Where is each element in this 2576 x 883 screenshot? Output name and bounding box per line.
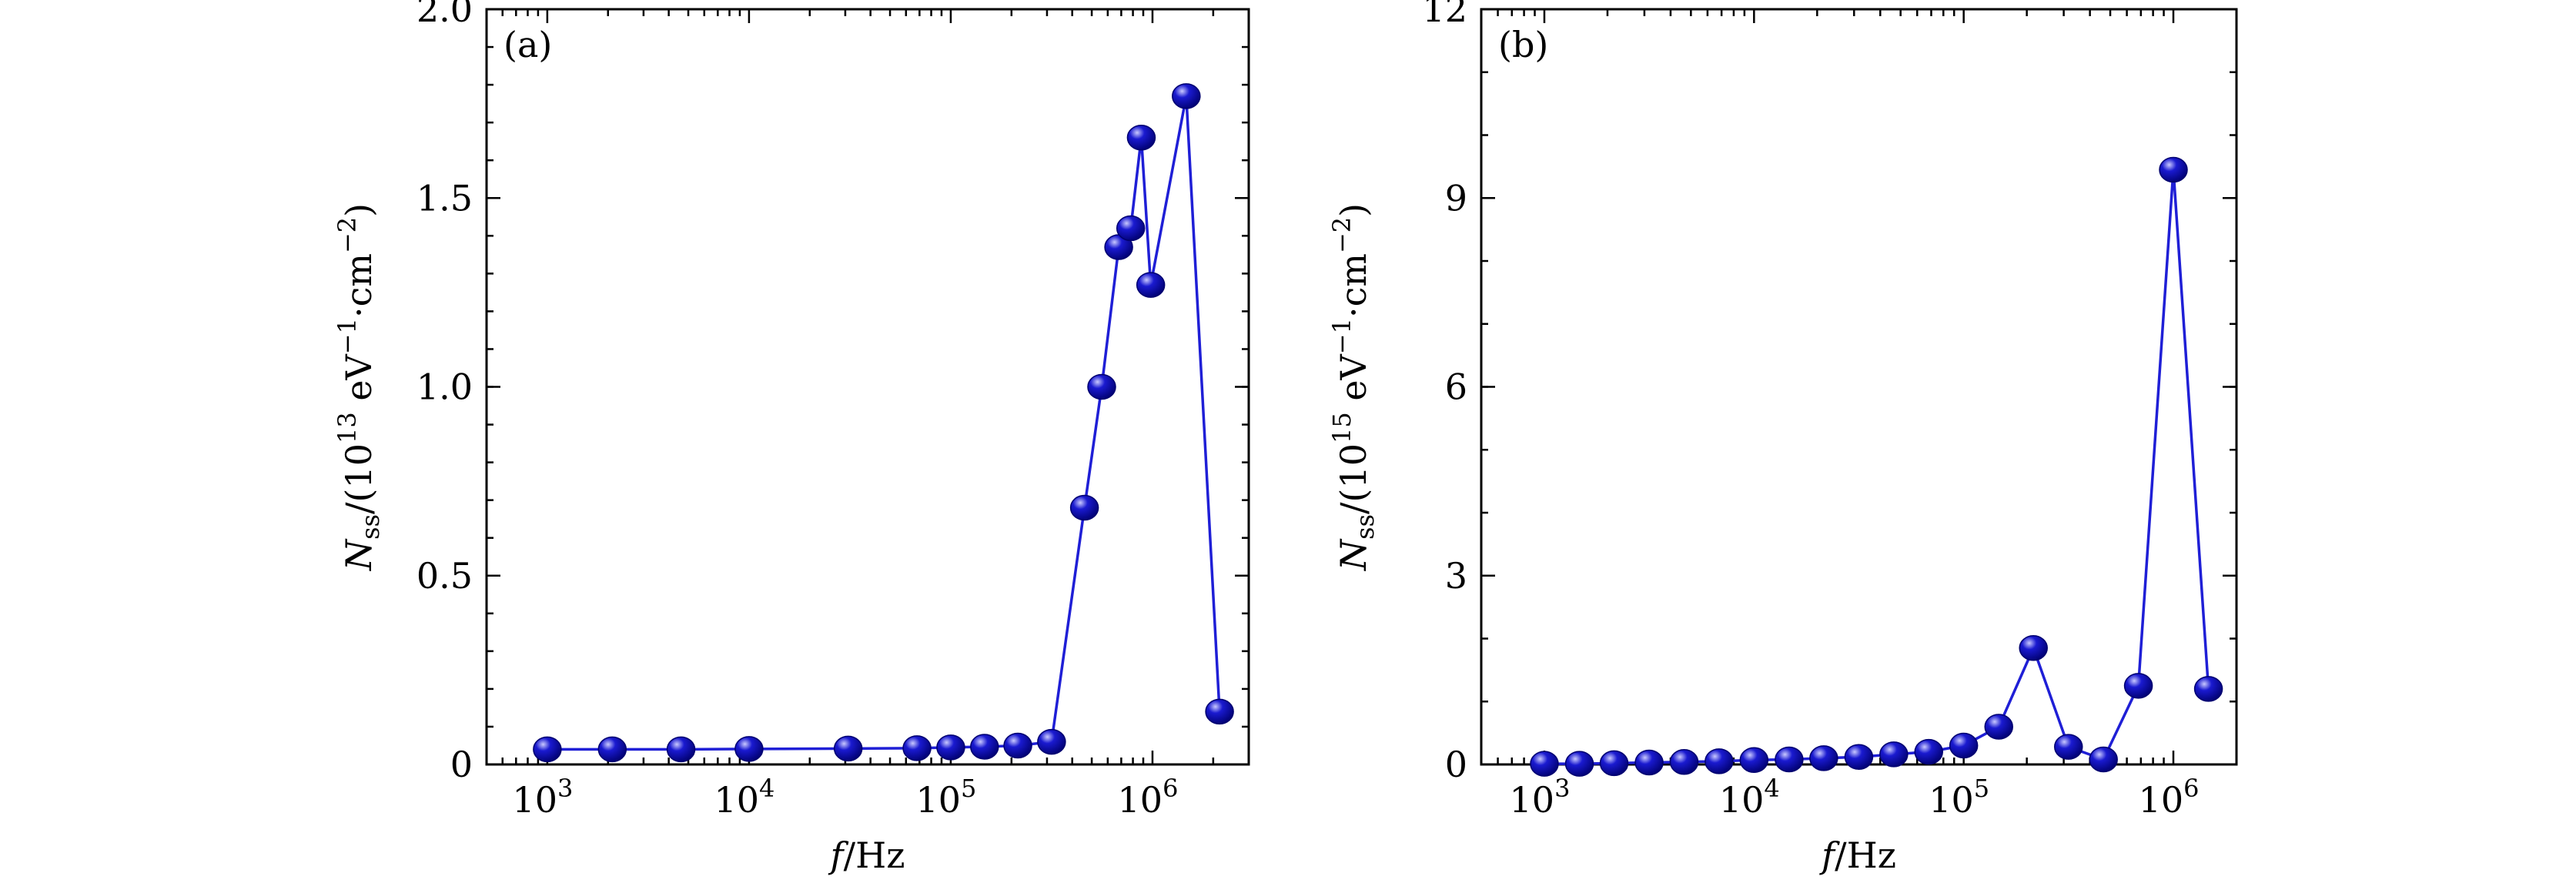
data-point bbox=[1775, 746, 1804, 773]
x-tick-label: 104 bbox=[1719, 774, 1780, 821]
x-axis-title: f/Hz bbox=[1819, 835, 1896, 876]
x-tick-label: 105 bbox=[915, 774, 976, 821]
data-point bbox=[1116, 215, 1146, 242]
series-line bbox=[547, 95, 1221, 751]
data-point bbox=[1205, 698, 1234, 725]
panel-label: (b) bbox=[1498, 24, 1548, 65]
x-tick-label: 105 bbox=[1929, 774, 1989, 821]
data-point bbox=[1136, 272, 1166, 298]
data-point bbox=[1037, 728, 1066, 755]
x-tick-label: 106 bbox=[1118, 774, 1179, 821]
y-tick-label: 0.5 bbox=[417, 555, 473, 597]
data-point bbox=[1914, 738, 1943, 765]
data-point bbox=[970, 734, 999, 760]
y-tick-label: 9 bbox=[1445, 177, 1467, 219]
chart-panel-1: 0 3 6 9 12 103 104 105 106 (b) f/Hz Nss/(1015 eV−1·… bbox=[1327, 0, 2238, 876]
data-point bbox=[1984, 714, 2013, 740]
data-point bbox=[734, 736, 764, 762]
data-point bbox=[2193, 676, 2223, 702]
data-point bbox=[1172, 83, 1201, 109]
data-point bbox=[2089, 746, 2118, 773]
data-point bbox=[1126, 125, 1156, 151]
panel-label: (a) bbox=[503, 24, 552, 65]
y-axis-title: Nss/(1013 eV−1·cm−2) bbox=[333, 203, 385, 571]
x-tick-label: 103 bbox=[1510, 774, 1571, 821]
data-point bbox=[1844, 744, 1874, 770]
data-point bbox=[1879, 741, 1909, 768]
x-tick-label: 103 bbox=[512, 774, 573, 821]
data-point bbox=[533, 736, 562, 763]
data-point bbox=[1003, 732, 1032, 759]
data-point bbox=[2054, 734, 2083, 760]
y-tick-label: 0 bbox=[450, 744, 473, 785]
series-line bbox=[1544, 169, 2210, 765]
y-tick-label: 12 bbox=[1422, 0, 1467, 30]
x-axis-title: f/Hz bbox=[828, 835, 905, 876]
data-point bbox=[902, 735, 932, 761]
data-point bbox=[2159, 156, 2188, 183]
data-point bbox=[1634, 749, 1664, 776]
y-tick-label: 1.0 bbox=[417, 366, 473, 408]
data-point bbox=[1669, 748, 1699, 775]
data-point bbox=[2123, 673, 2153, 699]
y-tick-label: 0 bbox=[1445, 744, 1467, 785]
y-tick-label: 1.5 bbox=[417, 177, 473, 219]
data-point bbox=[597, 736, 627, 763]
x-tick-label: 104 bbox=[714, 774, 774, 821]
data-point bbox=[1739, 747, 1769, 774]
plot-frame bbox=[485, 8, 1250, 766]
data-point bbox=[1564, 751, 1594, 777]
x-tick-label: 106 bbox=[2139, 774, 2200, 821]
data-point bbox=[1087, 373, 1116, 400]
data-point bbox=[936, 734, 965, 761]
plot-frame bbox=[1480, 8, 2238, 766]
data-point bbox=[1530, 751, 1559, 777]
data-point bbox=[2019, 635, 2048, 661]
y-tick-label: 2.0 bbox=[417, 0, 473, 30]
data-point bbox=[833, 735, 863, 762]
data-point bbox=[1705, 748, 1734, 774]
data-point bbox=[666, 736, 696, 763]
y-tick-label: 3 bbox=[1445, 555, 1467, 597]
y-tick-label: 6 bbox=[1445, 366, 1467, 408]
y-axis-title: Nss/(1015 eV−1·cm−2) bbox=[1327, 203, 1380, 571]
data-point bbox=[1949, 732, 1979, 759]
data-point bbox=[1599, 750, 1629, 777]
data-point bbox=[1809, 745, 1838, 771]
data-point bbox=[1069, 494, 1099, 521]
chart-panel-0: 0 0.5 1.0 1.5 2.0 103 104 105 106 (a) f/Hz Nss/(101… bbox=[333, 0, 1250, 876]
